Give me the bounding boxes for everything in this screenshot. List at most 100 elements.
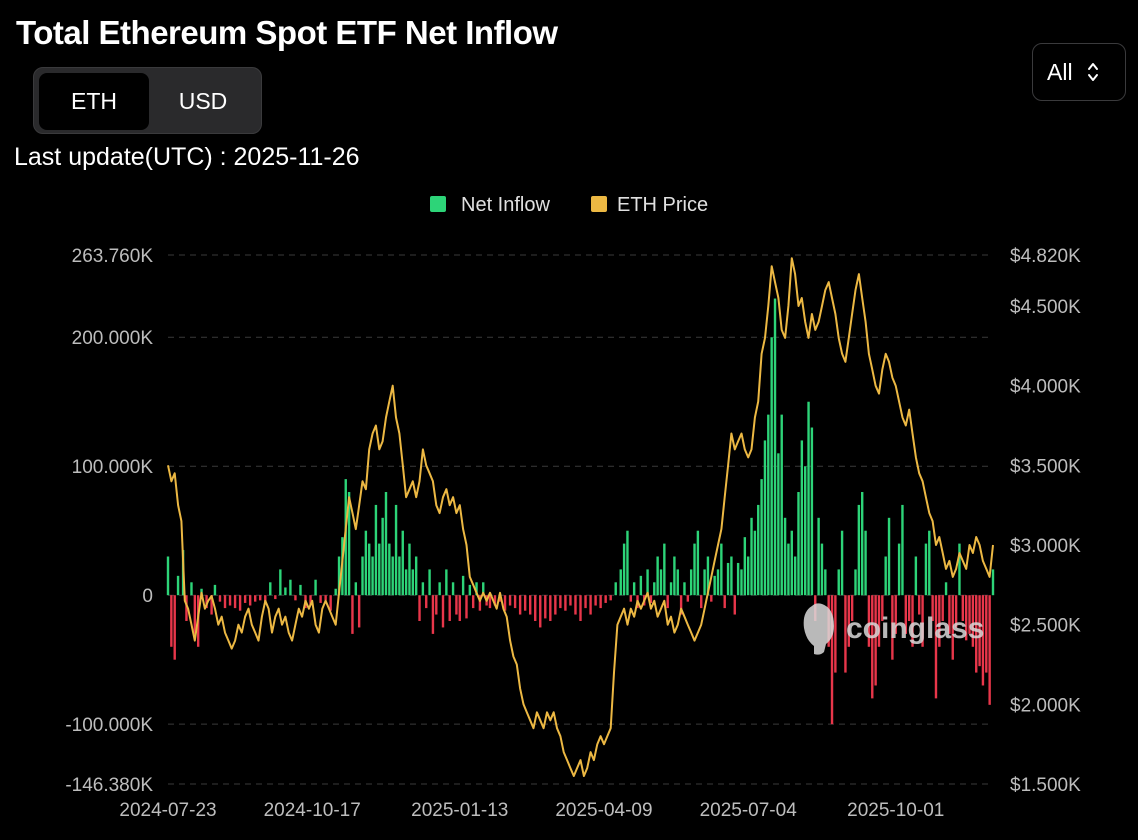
inflow-bar — [666, 595, 669, 609]
inflow-bar — [334, 588, 337, 596]
legend-net-inflow-label[interactable]: Net Inflow — [461, 194, 550, 216]
usd-toggle-button[interactable]: USD — [178, 88, 228, 114]
inflow-bar — [398, 556, 401, 596]
inflow-bar — [528, 595, 532, 615]
inflow-bar — [391, 556, 394, 596]
inflow-bar — [810, 427, 814, 596]
inflow-bar — [911, 595, 914, 647]
inflow-bar — [166, 556, 170, 596]
inflow-bar — [884, 556, 887, 596]
inflow-bar — [248, 595, 252, 606]
unit-toggle: ETH USD — [33, 67, 262, 134]
y-right-tick-label: $2.000K — [1010, 695, 1081, 716]
inflow-bar — [958, 543, 961, 596]
inflow-bar — [357, 595, 361, 628]
inflow-bar — [475, 582, 478, 596]
inflow-bar — [205, 595, 208, 609]
inflow-bar — [378, 543, 381, 596]
inflow-bar — [663, 543, 666, 596]
inflow-bar — [279, 569, 282, 596]
inflow-bar — [185, 595, 188, 621]
inflow-bar — [559, 595, 562, 609]
inflow-bar — [468, 584, 472, 596]
inflow-bar — [767, 414, 770, 596]
inflow-bar — [736, 562, 740, 596]
y-right-tick-label: $4.500K — [1010, 297, 1081, 318]
inflow-bar — [461, 575, 465, 596]
inflow-bar — [803, 466, 807, 596]
y-right-tick-label: $2.500K — [1010, 616, 1081, 637]
inflow-bar — [656, 556, 659, 596]
inflow-bar — [408, 543, 411, 596]
eth-toggle-button[interactable]: ETH — [39, 73, 149, 130]
inflow-bar — [904, 595, 908, 634]
inflow-bar — [478, 595, 482, 611]
inflow-bar — [414, 556, 418, 596]
coinglass-watermark: coinglass — [803, 603, 984, 655]
inflow-bar — [673, 556, 676, 596]
chart-legend: Net Inflow ETH Price — [430, 194, 708, 216]
inflow-bar — [760, 479, 763, 596]
x-tick-label: 2024-10-17 — [264, 800, 361, 821]
inflow-bar — [544, 595, 547, 619]
inflow-bar — [746, 556, 750, 596]
inflow-bar — [653, 582, 656, 596]
inflow-bar — [988, 595, 991, 705]
inflow-bar — [614, 582, 617, 596]
inflow-bar — [388, 543, 391, 596]
inflow-bar — [646, 569, 649, 596]
inflow-bar — [448, 595, 451, 621]
inflow-bar — [622, 543, 626, 596]
x-axis: 2024-07-23 2024-10-17 2025-01-13 2025-04-09… — [119, 800, 944, 821]
inflow-bar — [881, 595, 884, 621]
inflow-bar — [384, 492, 388, 596]
inflow-bar — [844, 595, 847, 673]
inflow-bar — [700, 595, 703, 609]
inflow-bar — [897, 543, 901, 596]
inflow-bar — [253, 595, 257, 602]
inflow-bar — [928, 530, 931, 596]
inflow-bar — [170, 595, 173, 647]
inflow-bar — [850, 595, 854, 621]
inflow-bar — [861, 492, 864, 596]
inflow-bar — [901, 504, 904, 596]
inflow-bar — [914, 556, 918, 596]
inflow-bar — [773, 298, 777, 596]
inflow-bar — [951, 595, 954, 660]
inflow-bar — [471, 595, 475, 609]
inflow-bar — [418, 595, 421, 621]
inflow-bar — [948, 595, 951, 634]
inflow-bar — [874, 595, 877, 686]
inflow-bar — [797, 492, 800, 596]
legend-eth-price-label[interactable]: ETH Price — [617, 194, 708, 216]
inflow-bar — [639, 575, 643, 596]
inflow-bar — [894, 595, 897, 634]
x-tick-label: 2025-01-13 — [411, 800, 508, 821]
inflow-bar — [686, 595, 690, 602]
inflow-bar — [428, 569, 431, 596]
inflow-bar — [243, 595, 247, 603]
inflow-bar — [726, 562, 730, 596]
grid-lines — [168, 254, 993, 785]
inflow-bar — [837, 569, 840, 596]
inflow-bar — [488, 595, 492, 609]
inflow-bar — [659, 569, 663, 596]
inflow-bar — [309, 595, 312, 606]
inflow-bar — [534, 595, 537, 621]
inflow-bar — [609, 595, 612, 601]
inflow-bar — [223, 595, 227, 609]
inflow-bar — [961, 595, 965, 621]
inflow-bar — [193, 595, 197, 634]
inflow-bar — [523, 595, 527, 611]
x-tick-label: 2025-07-04 — [700, 800, 798, 821]
inflow-bar — [676, 569, 679, 596]
time-range-select[interactable]: All — [1032, 43, 1126, 101]
inflow-bar — [793, 556, 797, 596]
inflow-bar — [790, 530, 793, 596]
inflow-bar — [549, 595, 552, 621]
inflow-bar — [347, 492, 351, 596]
inflow-bar — [411, 569, 415, 596]
inflow-bar — [173, 595, 176, 660]
x-tick-label: 2024-07-23 — [119, 800, 216, 821]
